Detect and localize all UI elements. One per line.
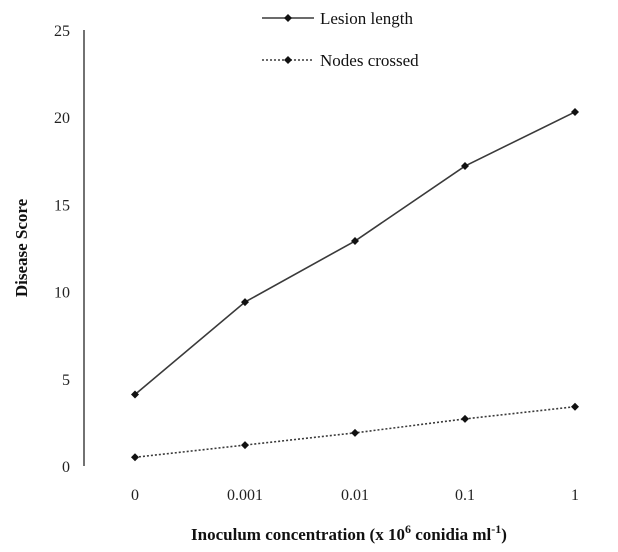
legend-marker-nodes-crossed <box>284 56 292 64</box>
y-axis-title: Disease Score <box>12 198 31 297</box>
legend-marker-lesion-length <box>284 14 292 22</box>
x-axis-title-suffix: ) <box>501 525 507 544</box>
legend-label-lesion-length: Lesion length <box>320 9 414 28</box>
legend-item-nodes-crossed: Nodes crossed <box>262 51 419 70</box>
y-tick-label: 0 <box>62 459 70 476</box>
data-point-lesion-length <box>461 162 469 171</box>
x-axis-title-prefix: Inoculum concentration (x 10 <box>191 525 405 544</box>
x-tick-labels: 0 0.001 0.01 0.1 1 <box>131 487 579 504</box>
x-tick-label: 0.1 <box>455 487 475 504</box>
data-point-lesion-length <box>241 298 249 307</box>
legend: Lesion length Nodes crossed <box>262 9 419 70</box>
x-axis-title-sup1: 6 <box>405 522 411 536</box>
x-axis-title-middle: conidia ml <box>411 525 492 544</box>
x-tick-label: 0.01 <box>341 487 369 504</box>
legend-label-nodes-crossed: Nodes crossed <box>320 51 419 70</box>
y-tick-label: 25 <box>54 23 70 40</box>
x-tick-label: 1 <box>571 487 579 504</box>
x-axis-title-sup2: -1 <box>491 522 501 536</box>
x-axis-title: Inoculum concentration (x 106 conidia ml… <box>191 522 507 544</box>
data-point-lesion-length <box>351 237 359 246</box>
data-point-nodes-crossed <box>131 453 139 462</box>
series-layer <box>131 107 579 462</box>
y-tick-label: 10 <box>54 285 70 302</box>
legend-item-lesion-length: Lesion length <box>262 9 414 28</box>
data-point-lesion-length <box>571 107 579 116</box>
x-tick-label: 0 <box>131 487 139 504</box>
x-tick-label: 0.001 <box>227 487 263 504</box>
data-point-nodes-crossed <box>351 428 359 437</box>
data-point-lesion-length <box>131 390 139 399</box>
y-tick-labels: 0 5 10 15 20 25 <box>54 23 70 476</box>
data-point-nodes-crossed <box>461 414 469 423</box>
series-lesion-length <box>131 107 579 399</box>
y-tick-label: 5 <box>62 372 70 389</box>
y-tick-label: 15 <box>54 197 70 214</box>
series-line-lesion-length <box>134 111 576 396</box>
y-tick-label: 20 <box>54 110 70 127</box>
data-point-nodes-crossed <box>571 402 579 411</box>
series-nodes-crossed <box>131 402 579 462</box>
data-point-nodes-crossed <box>241 441 249 450</box>
